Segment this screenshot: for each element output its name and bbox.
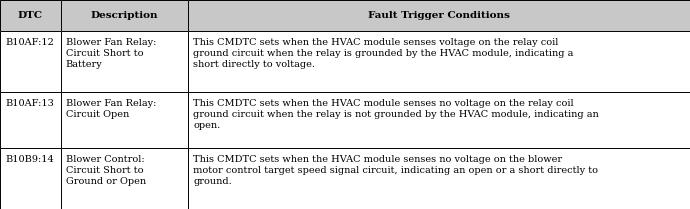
Bar — [188, 148, 690, 209]
Bar — [0, 31, 61, 92]
Bar — [61, 148, 188, 209]
Bar — [0, 0, 61, 31]
Bar — [188, 0, 690, 31]
Text: Fault Trigger Conditions: Fault Trigger Conditions — [368, 11, 510, 20]
Text: DTC: DTC — [18, 11, 43, 20]
Text: Blower Fan Relay:
Circuit Open: Blower Fan Relay: Circuit Open — [66, 98, 156, 119]
Bar — [0, 31, 61, 92]
Text: Blower Control:
Circuit Short to
Ground or Open: Blower Control: Circuit Short to Ground … — [66, 155, 146, 186]
Text: Description: Description — [91, 11, 158, 20]
Bar — [188, 92, 690, 148]
Bar — [0, 92, 61, 148]
Bar — [188, 31, 690, 92]
Bar — [61, 0, 188, 31]
Bar — [188, 31, 690, 92]
Bar — [61, 92, 188, 148]
Bar — [61, 92, 188, 148]
Text: This CMDTC sets when the HVAC module senses no voltage on the relay coil
ground : This CMDTC sets when the HVAC module sen… — [193, 98, 599, 130]
Text: B10AF:12: B10AF:12 — [5, 38, 54, 47]
Bar — [61, 0, 188, 31]
Text: This CMDTC sets when the HVAC module senses voltage on the relay coil
ground cir: This CMDTC sets when the HVAC module sen… — [193, 38, 574, 69]
Bar — [0, 148, 61, 209]
Bar — [188, 148, 690, 209]
Text: This CMDTC sets when the HVAC module senses no voltage on the blower
motor contr: This CMDTC sets when the HVAC module sen… — [193, 155, 598, 186]
Text: Blower Fan Relay:
Circuit Short to
Battery: Blower Fan Relay: Circuit Short to Batte… — [66, 38, 156, 69]
Text: B10AF:13: B10AF:13 — [5, 98, 54, 108]
Bar — [0, 92, 61, 148]
Text: B10B9:14: B10B9:14 — [5, 155, 54, 164]
Bar — [0, 148, 61, 209]
Bar — [188, 92, 690, 148]
Bar — [61, 148, 188, 209]
Bar — [61, 31, 188, 92]
Bar — [61, 31, 188, 92]
Bar — [188, 0, 690, 31]
Bar — [0, 0, 61, 31]
